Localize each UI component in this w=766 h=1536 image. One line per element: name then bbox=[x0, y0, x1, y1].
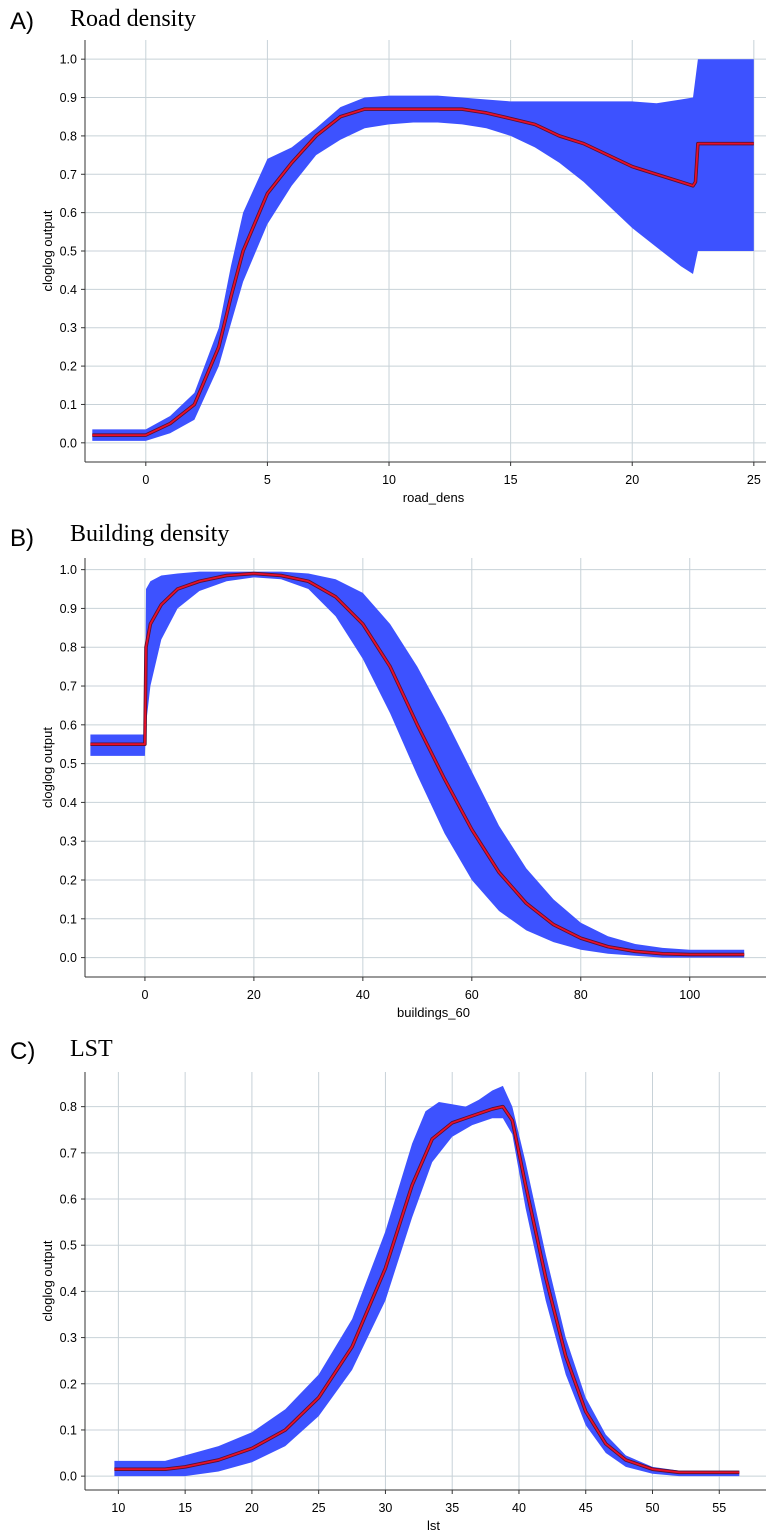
x-tick-label: 30 bbox=[378, 1501, 392, 1515]
x-tick-label: 100 bbox=[679, 988, 700, 1002]
y-tick-label: 0.7 bbox=[60, 168, 77, 182]
panel-letter: C) bbox=[10, 1038, 36, 1065]
y-tick-label: 0.4 bbox=[60, 796, 77, 810]
confidence-band bbox=[114, 1085, 740, 1477]
y-tick-label: 0.8 bbox=[60, 129, 77, 143]
y-tick-label: 0.3 bbox=[60, 835, 77, 849]
y-axis-label: cloglog output bbox=[40, 727, 55, 808]
chart-title: Road density bbox=[70, 6, 196, 32]
y-tick-label: 0.7 bbox=[60, 1146, 77, 1160]
y-tick-label: 0.6 bbox=[60, 1193, 77, 1207]
y-tick-label: 0.2 bbox=[60, 1377, 77, 1391]
chart-lst: 0.0 0.1 0.2 0.3 0.4 0.5 0.6 0.7 0.8 10 15 20 25 30 35 4… bbox=[40, 1072, 766, 1533]
y-tick-label: 0.5 bbox=[60, 1239, 77, 1253]
y-tick-label: 0.3 bbox=[60, 1331, 77, 1345]
mean-line bbox=[92, 108, 754, 437]
panel-b: B) Building density 0.0 0.1 0.2 0.3 0.4 0.5 0.… bbox=[0, 515, 766, 1030]
x-tick-label: 45 bbox=[579, 1501, 593, 1515]
confidence-band bbox=[92, 59, 754, 441]
panel-a: A) Road density 0.0 0.1 0.2 0.3 0.4 0.5 0.6 0.7… bbox=[0, 0, 766, 515]
x-tick-label: 20 bbox=[247, 988, 261, 1002]
y-tick-label: 0.0 bbox=[60, 951, 77, 965]
y-tick-label: 0.8 bbox=[60, 641, 77, 655]
x-tick-label: 20 bbox=[625, 473, 639, 487]
x-tick-label: 5 bbox=[264, 473, 271, 487]
y-axis-label: cloglog output bbox=[40, 210, 55, 291]
y-tick-label: 0.9 bbox=[60, 602, 77, 616]
y-tick-label: 0.2 bbox=[60, 360, 77, 374]
y-tick-label: 0.7 bbox=[60, 680, 77, 694]
x-axis-label: road_dens bbox=[403, 490, 465, 505]
y-tick-label: 0.8 bbox=[60, 1100, 77, 1114]
x-tick-label: 15 bbox=[504, 473, 518, 487]
y-tick-label: 0.3 bbox=[60, 321, 77, 335]
x-axis-label: buildings_60 bbox=[397, 1005, 470, 1020]
y-tick-label: 0.9 bbox=[60, 91, 77, 105]
x-tick-label: 60 bbox=[465, 988, 479, 1002]
x-axis-label: lst bbox=[427, 1518, 440, 1533]
y-tick-label: 0.1 bbox=[60, 1423, 77, 1437]
y-tick-label: 1.0 bbox=[60, 563, 77, 577]
x-tick-label: 10 bbox=[382, 473, 396, 487]
panel-letter: B) bbox=[10, 525, 34, 552]
y-tick-label: 0.4 bbox=[60, 283, 77, 297]
y-tick-label: 0.0 bbox=[60, 1470, 77, 1484]
x-tick-label: 35 bbox=[445, 1501, 459, 1515]
panel-c: C) LST 0.0 0.1 0.2 0.3 0.4 0.5 0.6 0.7 0.8 10 15 20… bbox=[0, 1030, 766, 1536]
y-tick-label: 1.0 bbox=[60, 53, 77, 67]
x-tick-label: 0 bbox=[142, 473, 149, 487]
y-tick-label: 0.4 bbox=[60, 1285, 77, 1299]
panel-letter: A) bbox=[10, 8, 34, 35]
y-tick-label: 0.5 bbox=[60, 245, 77, 259]
y-tick-label: 0.5 bbox=[60, 757, 77, 771]
x-tick-label: 20 bbox=[245, 1501, 259, 1515]
x-tick-label: 15 bbox=[178, 1501, 192, 1515]
y-tick-label: 0.2 bbox=[60, 874, 77, 888]
x-tick-label: 10 bbox=[111, 1501, 125, 1515]
x-tick-label: 40 bbox=[356, 988, 370, 1002]
x-tick-label: 25 bbox=[747, 473, 761, 487]
chart-title: LST bbox=[70, 1036, 113, 1062]
x-tick-label: 40 bbox=[512, 1501, 526, 1515]
x-tick-label: 55 bbox=[712, 1501, 726, 1515]
x-tick-label: 50 bbox=[646, 1501, 660, 1515]
y-tick-label: 0.1 bbox=[60, 398, 77, 412]
x-tick-label: 0 bbox=[141, 988, 148, 1002]
chart-title: Building density bbox=[70, 521, 230, 547]
y-tick-label: 0.0 bbox=[60, 436, 77, 450]
confidence-band bbox=[90, 571, 745, 958]
x-tick-label: 80 bbox=[574, 988, 588, 1002]
chart-building-density: 0.0 0.1 0.2 0.3 0.4 0.5 0.6 0.7 0.8 0.9 1.0 0 20 40 60… bbox=[40, 558, 766, 1020]
y-axis-label: cloglog output bbox=[40, 1240, 55, 1321]
chart-road-density: 0.0 0.1 0.2 0.3 0.4 0.5 0.6 0.7 0.8 0.9 1.0 0 5 10 15 2… bbox=[40, 40, 766, 505]
y-tick-label: 0.6 bbox=[60, 718, 77, 732]
y-tick-label: 0.1 bbox=[60, 912, 77, 926]
x-tick-label: 25 bbox=[312, 1501, 326, 1515]
mean-line bbox=[90, 572, 745, 956]
mean-line bbox=[114, 1105, 740, 1474]
y-tick-label: 0.6 bbox=[60, 206, 77, 220]
